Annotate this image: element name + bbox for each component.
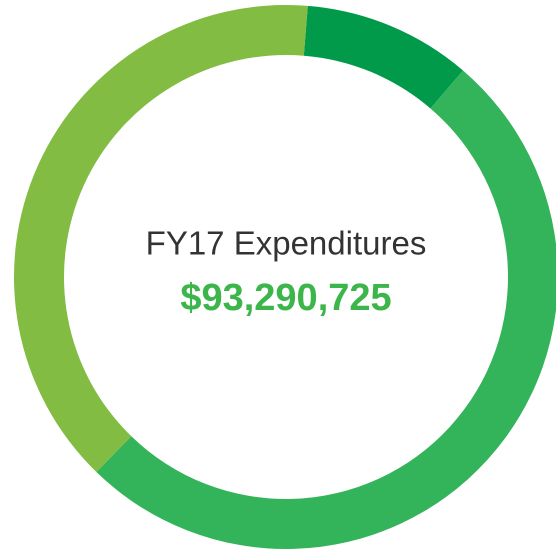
center-text: FY17 Expenditures: [146, 225, 427, 262]
donut-segment: [303, 5, 464, 109]
donut-segment: [13, 4, 308, 472]
donut-segment: [96, 70, 556, 549]
center-value: $93,290,725: [180, 277, 391, 319]
donut-ring: [13, 4, 556, 549]
